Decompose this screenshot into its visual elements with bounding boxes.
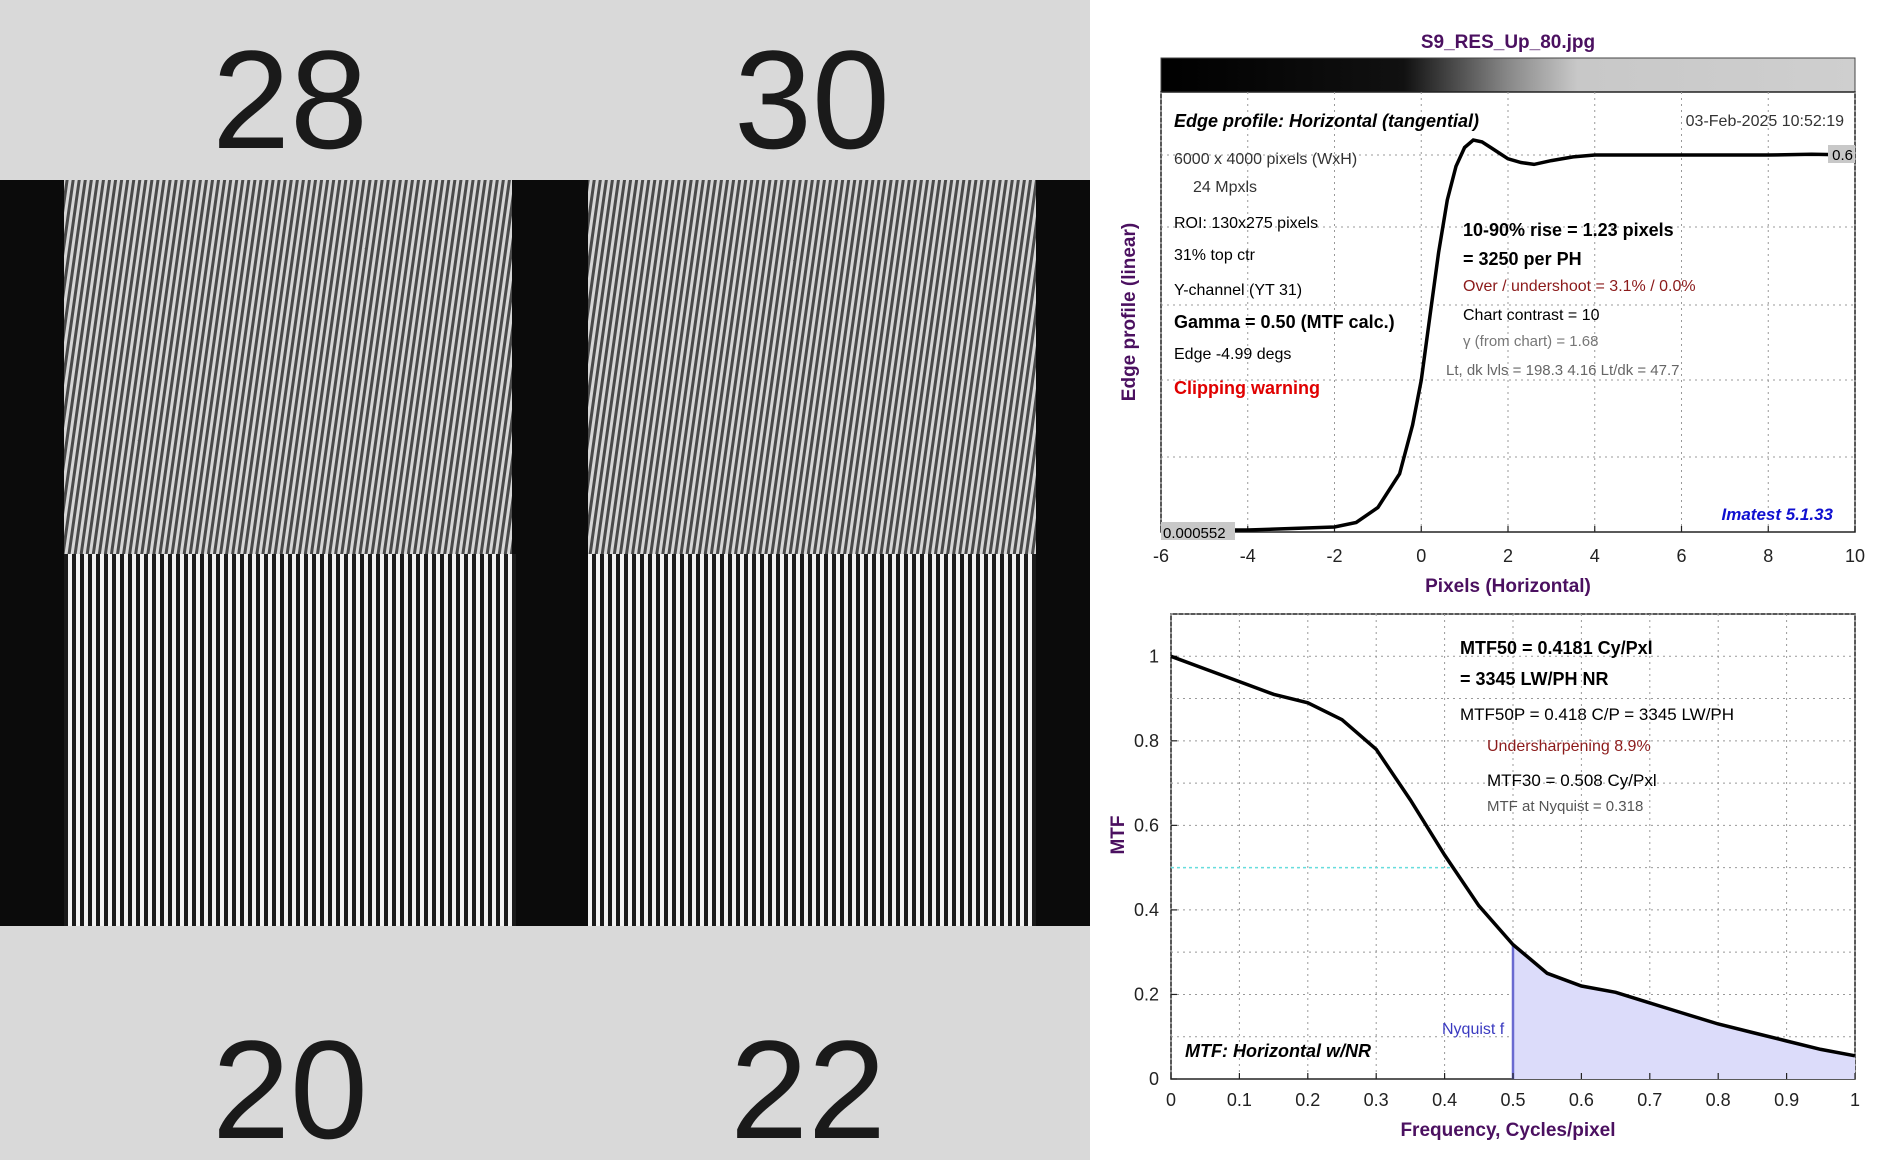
info-chart-contrast: Chart contrast = 10 — [1463, 307, 1600, 324]
edge-x-tick-label: -6 — [1153, 546, 1169, 566]
edge-gradient-strip — [1160, 57, 1856, 93]
photo-panel: 28 30 20 22 — [0, 0, 1090, 1165]
photo-label-22: 22 — [730, 1011, 886, 1160]
edge-x-tick-label: -2 — [1326, 546, 1342, 566]
info-channel: Y-channel (YT 31) — [1174, 282, 1302, 299]
edge-plot-title: Edge profile: Horizontal (tangential) — [1174, 111, 1479, 131]
nyquist-label: Nyquist f — [1442, 1021, 1505, 1038]
edge-grid — [1160, 92, 1856, 532]
nyquist-shaded-area — [1513, 944, 1855, 1079]
mtf-y-tick-label: 0.4 — [1134, 900, 1159, 920]
mtf-y-tick-label: 0.8 — [1134, 731, 1159, 751]
edge-x-tick-label: 6 — [1676, 546, 1686, 566]
bottom-value: 0.000552 — [1163, 525, 1226, 542]
mtf-y-tick-label: 1 — [1149, 646, 1159, 666]
bar-pattern-30 — [588, 180, 1036, 554]
bottom-value-box — [1161, 522, 1235, 540]
mtf-x-tick-label: 0.9 — [1774, 1090, 1799, 1110]
mtf-x-axis-label: Frequency, Cycles/pixel — [1400, 1120, 1615, 1141]
bar-pattern-28 — [64, 180, 512, 554]
file-title: S9_RES_Up_80.jpg — [1421, 32, 1595, 53]
mtf-curve-line — [1170, 654, 1856, 1058]
info-per-ph: = 3250 per PH — [1463, 249, 1582, 269]
photo-label-28: 28 — [212, 21, 368, 178]
mtf-x-tick-label: 0.5 — [1500, 1090, 1525, 1110]
info-mpxls: 24 Mpxls — [1193, 179, 1257, 196]
top-value-box — [1828, 145, 1855, 163]
info-edge-angle: Edge -4.99 degs — [1174, 346, 1291, 363]
clipping-warning: Clipping warning — [1174, 378, 1320, 398]
photo-label-20: 20 — [212, 1011, 368, 1160]
edge-profile-plot: -6 -4 -2 0 2 4 6 8 10 Edge profile: Horizontal (… — [1119, 91, 1865, 597]
mtf-x-tick-label: 0.6 — [1569, 1090, 1594, 1110]
mtf-panel-label: MTF: Horizontal w/NR — [1185, 1041, 1371, 1061]
mtf30-value: MTF30 = 0.508 Cy/Pxl — [1487, 771, 1657, 790]
timestamp: 03-Feb-2025 10:52:19 — [1686, 113, 1844, 130]
mtf-y-axis-label: MTF — [1108, 815, 1129, 854]
mtf-plot: 0 0.1 0.2 0.3 0.4 0.5 0.6 0.7 0.8 0.9 1 0 0.2 0.4 0.6 0… — [1108, 613, 1860, 1141]
edge-x-tick-label: 0 — [1416, 546, 1426, 566]
mtf-x-tick-label: 0 — [1166, 1090, 1176, 1110]
mtf-ticks: 0 0.1 0.2 0.3 0.4 0.5 0.6 0.7 0.8 0.9 1 0 0.2 0.4 0.6 0… — [1134, 646, 1860, 1110]
mtf-x-tick-label: 0.4 — [1432, 1090, 1457, 1110]
edge-x-tick-label: 2 — [1503, 546, 1513, 566]
mtf-y-tick-label: 0.2 — [1134, 984, 1159, 1004]
edge-x-tick-label: 8 — [1763, 546, 1773, 566]
info-levels: Lt, dk lvls = 198.3 4.16 Lt/dk = 47.7 — [1446, 362, 1680, 379]
top-value: 0.6 — [1832, 147, 1853, 164]
mtf-x-tick-label: 1 — [1850, 1090, 1860, 1110]
edge-x-ticks: -6 -4 -2 0 2 4 6 8 10 — [1153, 526, 1865, 566]
info-overshoot: Over / undershoot = 3.1% / 0.0% — [1463, 278, 1696, 295]
bar-pattern-22 — [588, 554, 1036, 926]
edge-x-axis-label: Pixels (Horizontal) — [1425, 576, 1591, 597]
info-position: 31% top ctr — [1174, 247, 1256, 264]
mtf-x-tick-label: 0.8 — [1706, 1090, 1731, 1110]
edge-y-axis-label: Edge profile (linear) — [1119, 223, 1140, 401]
mtf-x-tick-label: 0.7 — [1637, 1090, 1662, 1110]
mtf-nyquist: MTF at Nyquist = 0.318 — [1487, 798, 1643, 815]
mtf-x-tick-label: 0.3 — [1364, 1090, 1389, 1110]
mtf50-lwph: = 3345 LW/PH NR — [1460, 669, 1609, 689]
info-gamma-chart: γ (from chart) = 1.68 — [1463, 333, 1598, 350]
info-rise: 10-90% rise = 1.23 pixels — [1463, 220, 1674, 240]
info-roi: ROI: 130x275 pixels — [1174, 215, 1318, 232]
edge-x-tick-label: 4 — [1590, 546, 1600, 566]
info-dimensions: 6000 x 4000 pixels (WxH) — [1174, 151, 1357, 168]
mtf-y-tick-label: 0 — [1149, 1069, 1159, 1089]
undersharpening: Undersharpening 8.9% — [1487, 738, 1651, 755]
mtf-x-tick-label: 0.1 — [1227, 1090, 1252, 1110]
mtf50-value: MTF50 = 0.4181 Cy/Pxl — [1460, 638, 1653, 658]
version-label: Imatest 5.1.33 — [1721, 505, 1833, 524]
edge-x-tick-label: 10 — [1845, 546, 1865, 566]
edge-x-tick-label: -4 — [1240, 546, 1256, 566]
info-gamma: Gamma = 0.50 (MTF calc.) — [1174, 312, 1395, 332]
mtf50p-value: MTF50P = 0.418 C/P = 3345 LW/PH — [1460, 705, 1734, 724]
edge-profile-line — [1161, 138, 1856, 532]
mtf-x-tick-label: 0.2 — [1295, 1090, 1320, 1110]
mtf-y-tick-label: 0.6 — [1134, 815, 1159, 835]
photo-label-30: 30 — [734, 21, 890, 178]
bar-pattern-20 — [64, 554, 516, 926]
